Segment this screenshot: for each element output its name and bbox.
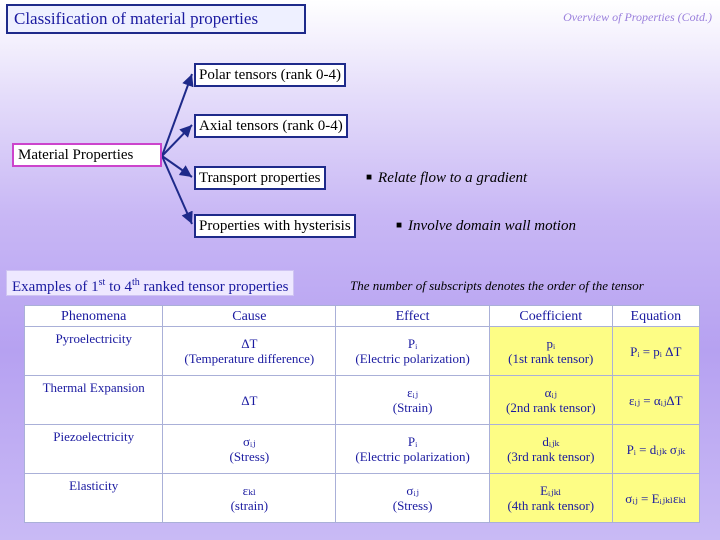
effect-symbol: Pᵢ	[407, 434, 418, 449]
page-title: Classification of material properties	[6, 4, 306, 34]
coefficient-symbol: dᵢⱼₖ	[542, 434, 560, 449]
cell-phenomena: Thermal Expansion	[23, 375, 164, 425]
tree-node-hysterisis: Properties with hysterisis	[194, 214, 356, 238]
cell-phenomena: Piezoelectricity	[23, 424, 164, 474]
connector-polar	[161, 73, 194, 157]
cause-symbol: ΔT	[241, 392, 258, 408]
cell-coefficient: pᵢ (1st rank tensor)	[488, 326, 613, 376]
header-phenomena: Phenomena	[23, 305, 164, 327]
transport-note: ■ Relate flow to a gradient	[366, 170, 527, 187]
examples-sup2: th	[132, 277, 140, 288]
coefficient-symbol: αᵢⱼ	[544, 385, 557, 400]
tree-node-polar: Polar tensors (rank 0-4)	[194, 63, 347, 87]
effect-symbol: σᵢⱼ	[406, 483, 419, 498]
connector-transport	[161, 155, 193, 178]
header-equation: Equation	[611, 305, 701, 327]
coefficient-symbol: pᵢ	[546, 336, 556, 351]
connector-axial	[161, 124, 193, 157]
coefficient-desc: (1st rank tensor)	[508, 351, 594, 366]
effect-symbol: εᵢⱼ	[407, 385, 419, 400]
cause-symbol: εₖₗ	[242, 483, 257, 498]
effect-desc: (Strain)	[392, 400, 433, 415]
cause-symbol: σᵢⱼ	[243, 434, 256, 449]
table-row: Piezoelectricity σᵢⱼ (Stress) Pᵢ (Electric…	[23, 424, 701, 474]
effect-symbol: Pᵢ	[407, 336, 418, 351]
cause-desc: (Temperature difference)	[184, 351, 315, 366]
cell-phenomena: Elasticity	[23, 473, 164, 523]
cell-effect: Pᵢ (Electric polarization)	[335, 326, 490, 376]
hysterisis-note-text: Involve domain wall motion	[408, 218, 576, 234]
cell-coefficient: αᵢⱼ (2nd rank tensor)	[488, 375, 613, 425]
cell-equation: Pᵢ = dᵢⱼₖ σⱼₖ	[611, 424, 701, 474]
cell-phenomena: Pyroelectricity	[23, 326, 164, 376]
examples-suffix: ranked tensor properties	[139, 279, 289, 295]
cell-cause: ΔT	[162, 375, 337, 425]
tree-node-transport: Transport properties	[194, 166, 326, 190]
cause-desc: (strain)	[230, 498, 269, 513]
tree-root: Material Properties	[12, 143, 162, 167]
cell-equation: σᵢⱼ = Eᵢⱼₖₗεₖₗ	[611, 473, 701, 523]
cell-cause: σᵢⱼ (Stress)	[162, 424, 337, 474]
examples-sup1: st	[98, 277, 106, 288]
cause-desc: (Stress)	[229, 449, 270, 464]
tensor-properties-table: Phenomena Cause Effect Coefficient Equat…	[23, 305, 701, 523]
cell-equation: εᵢⱼ = αᵢⱼΔT	[611, 375, 701, 425]
coefficient-desc: (3rd rank tensor)	[507, 449, 595, 464]
table-header-row: Phenomena Cause Effect Coefficient Equat…	[23, 305, 701, 327]
bullet-square-icon: ■	[366, 172, 373, 183]
header-effect: Effect	[335, 305, 490, 327]
header-coefficient: Coefficient	[488, 305, 613, 327]
connector-hysterisis	[161, 155, 193, 225]
effect-desc: (Stress)	[392, 498, 433, 513]
examples-mid: to 4	[105, 279, 132, 295]
coefficient-desc: (4th rank tensor)	[507, 498, 595, 513]
table-row: Elasticity εₖₗ (strain) σᵢⱼ (Stress) Eᵢⱼₖₗ…	[23, 473, 701, 523]
transport-note-text: Relate flow to a gradient	[378, 170, 528, 186]
page-subtitle: Overview of Properties (Cotd.)	[563, 10, 712, 24]
header-cause: Cause	[162, 305, 337, 327]
examples-prefix: Examples of 1	[12, 279, 99, 295]
subscript-note: The number of subscripts denotes the ord…	[350, 278, 644, 293]
effect-desc: (Electric polarization)	[355, 449, 470, 464]
cause-symbol: ΔT	[241, 336, 258, 351]
hysterisis-note: ■ Involve domain wall motion	[396, 218, 576, 235]
cell-effect: εᵢⱼ (Strain)	[335, 375, 490, 425]
cell-coefficient: dᵢⱼₖ (3rd rank tensor)	[488, 424, 613, 474]
cell-cause: εₖₗ (strain)	[162, 473, 337, 523]
table-row: Thermal Expansion ΔT εᵢⱼ (Strain) αᵢⱼ (2nd…	[23, 375, 701, 425]
tree-connectors	[161, 73, 194, 225]
cell-effect: σᵢⱼ (Stress)	[335, 473, 490, 523]
cell-effect: Pᵢ (Electric polarization)	[335, 424, 490, 474]
effect-desc: (Electric polarization)	[355, 351, 470, 366]
coefficient-desc: (2nd rank tensor)	[506, 400, 596, 415]
cell-coefficient: Eᵢⱼₖₗ (4th rank tensor)	[488, 473, 613, 523]
cell-equation: Pᵢ = pᵢ ΔT	[611, 326, 701, 376]
table-row: Pyroelectricity ΔT (Temperature differenc…	[23, 326, 701, 376]
tree-node-axial: Axial tensors (rank 0-4)	[194, 114, 348, 138]
examples-heading: Examples of 1st to 4th ranked tensor pro…	[6, 270, 295, 296]
coefficient-symbol: Eᵢⱼₖₗ	[540, 483, 562, 498]
cell-cause: ΔT (Temperature difference)	[162, 326, 337, 376]
bullet-square-icon: ■	[396, 220, 403, 231]
